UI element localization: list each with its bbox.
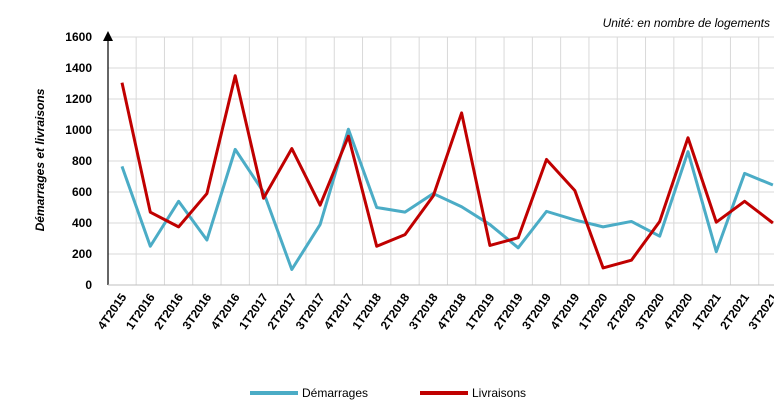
y-tick-label: 800	[72, 154, 92, 168]
y-tick-label: 600	[72, 185, 92, 199]
y-tick-label: 200	[72, 247, 92, 261]
legend-label: Démarrages	[302, 386, 368, 400]
legend-label: Livraisons	[472, 386, 526, 400]
data-line	[120, 74, 774, 270]
y-tick-label: 1600	[65, 30, 92, 44]
data-line	[120, 127, 774, 271]
y-tick-label: 0	[85, 278, 92, 292]
y-tick-label: 1000	[65, 123, 92, 137]
y-tick-label: 400	[72, 216, 92, 230]
y-tick-label: 1400	[65, 61, 92, 75]
y-axis-label: Démarrages et livraisons	[33, 88, 47, 231]
x-tick-label: 3T2021	[746, 290, 774, 332]
unit-note: Unité: en nombre de logements	[603, 16, 770, 30]
y-axis-arrow	[103, 31, 113, 41]
y-tick-label: 1200	[65, 92, 92, 106]
